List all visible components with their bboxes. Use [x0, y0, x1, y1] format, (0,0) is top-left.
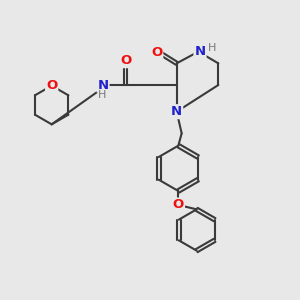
Text: O: O: [151, 46, 162, 59]
Text: O: O: [173, 199, 184, 212]
Text: H: H: [208, 43, 216, 53]
Text: O: O: [120, 54, 131, 67]
Text: N: N: [194, 45, 206, 58]
Text: O: O: [46, 79, 57, 92]
Text: N: N: [98, 79, 109, 92]
Text: H: H: [98, 90, 106, 100]
Text: N: N: [171, 105, 182, 118]
